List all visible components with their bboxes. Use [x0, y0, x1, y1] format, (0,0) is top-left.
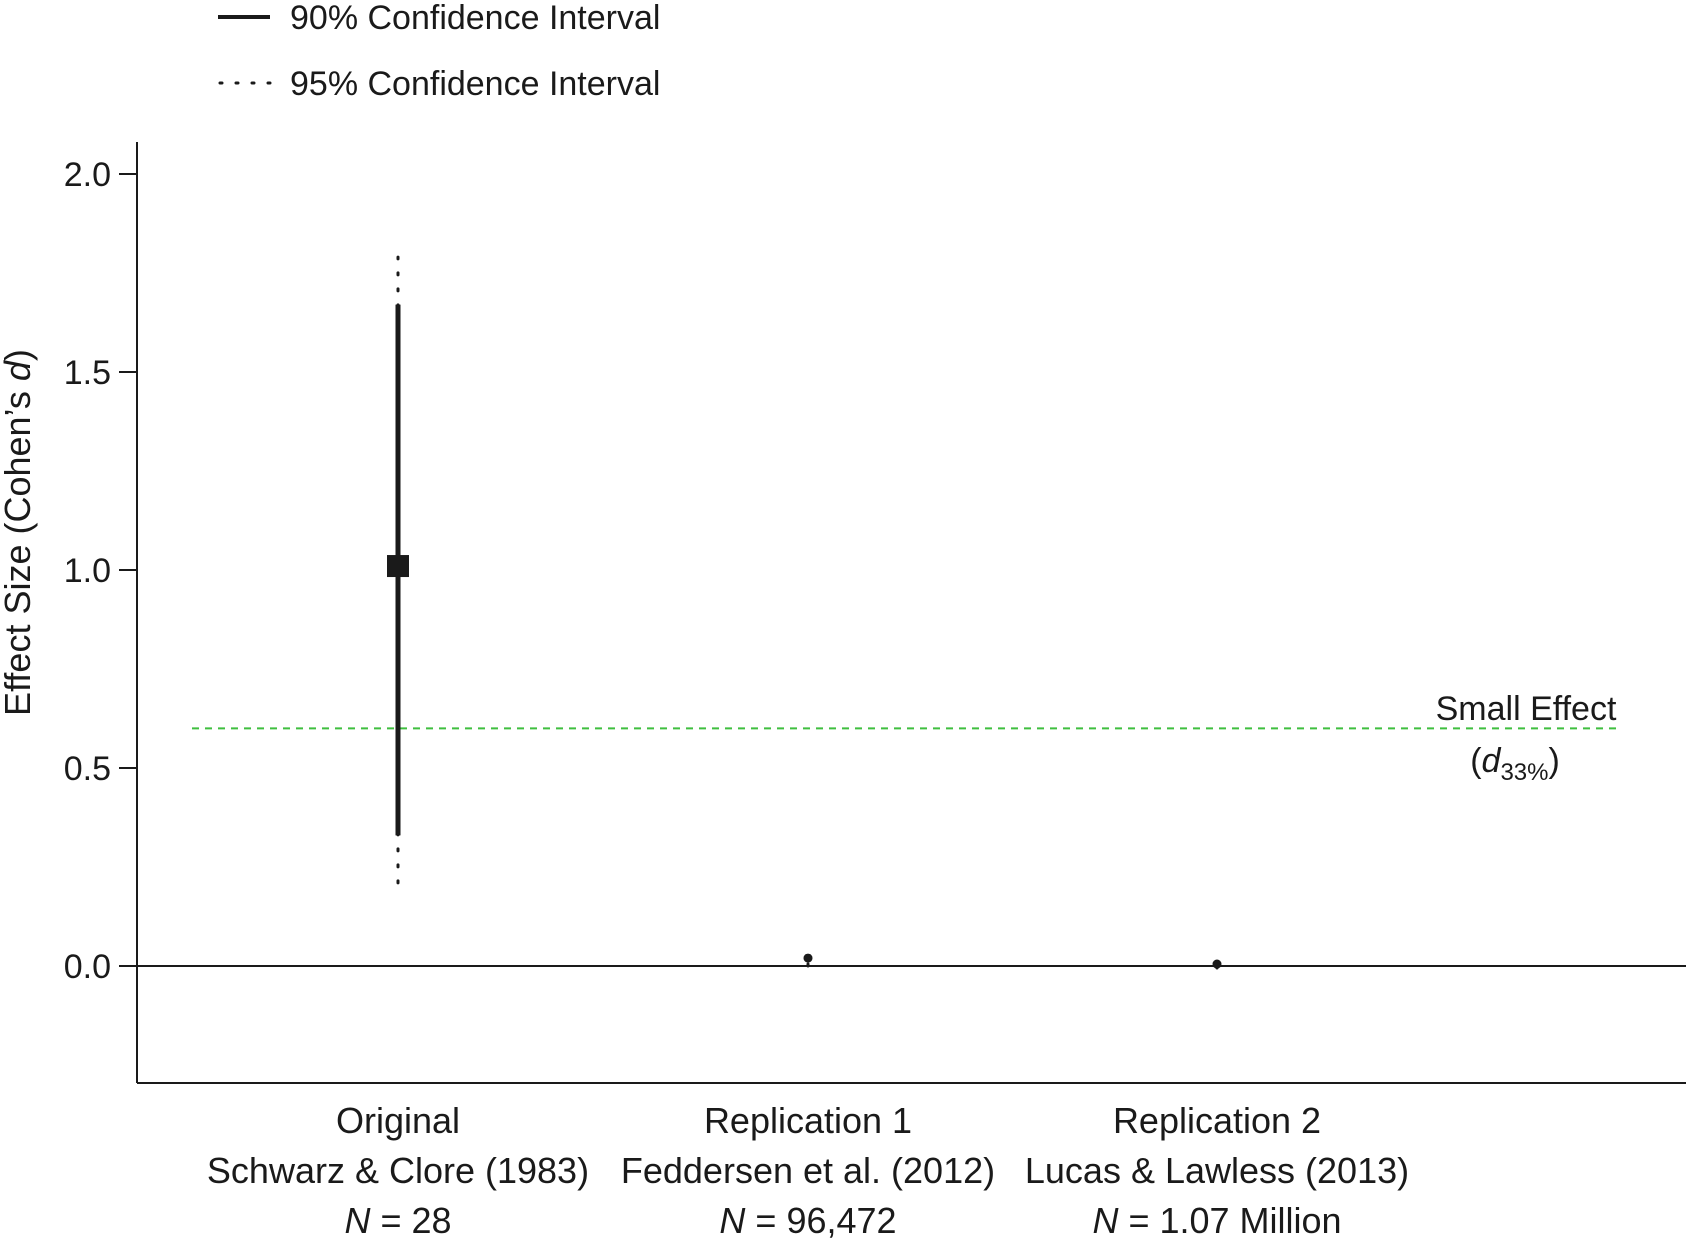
estimate-dot-marker: [803, 953, 813, 963]
x-label-sample-size: N = 96,472: [719, 1200, 896, 1241]
sample-size-value: = 28: [370, 1200, 451, 1241]
study-2: Replication 1 Feddersen et al. (2012) N = …: [621, 948, 995, 1241]
sample-size-symbol: N: [344, 1200, 371, 1241]
estimate-dot-marker: [1212, 959, 1222, 969]
x-label-sample-size: N = 1.07 Million: [1092, 1200, 1341, 1241]
small-effect-sublabel: (d33%): [1470, 742, 1560, 786]
legend-label: 90% Confidence Interval: [290, 0, 660, 37]
y-tick-label: 2.0: [64, 156, 111, 194]
y-tick-label: 0.0: [64, 948, 111, 986]
y-tick-label: 1.5: [64, 354, 111, 392]
sample-size-value: = 1.07 Million: [1118, 1200, 1341, 1241]
x-label-sample-size: N = 28: [344, 1200, 451, 1241]
sample-size-symbol: N: [1092, 1200, 1119, 1241]
small-effect-symbol: d: [1482, 742, 1502, 780]
sample-size-value: = 96,472: [745, 1200, 896, 1241]
study-1: Original Schwarz & Clore (1983) N = 28: [207, 255, 589, 1241]
y-tick-label: 1.0: [64, 552, 111, 590]
y-axis-label: Effect Size (Cohen’s d): [0, 349, 38, 716]
legend: 90% Confidence Interval 95% Confidence In…: [218, 0, 660, 103]
estimate-square-marker: [387, 555, 409, 578]
small-effect-open-paren: (: [1470, 742, 1482, 780]
small-effect-close-paren: ): [1548, 742, 1559, 780]
small-effect-label: Small Effect: [1436, 690, 1617, 728]
small-effect-subscript: 33%: [1500, 759, 1548, 786]
x-label-source: Lucas & Lawless (2013): [1025, 1150, 1409, 1191]
x-label-name: Original: [336, 1100, 460, 1141]
x-label-name: Replication 2: [1113, 1100, 1321, 1141]
y-axis-label-text: Effect Size (Cohen’s: [0, 381, 38, 716]
legend-label: 95% Confidence Interval: [290, 65, 660, 103]
y-axis-label-close: ): [0, 349, 38, 361]
study-3: Replication 2 Lucas & Lawless (2013) N = 1…: [1025, 958, 1409, 1241]
legend-entry-1: 90% Confidence Interval: [218, 0, 660, 37]
sample-size-symbol: N: [719, 1200, 746, 1241]
x-label-name: Replication 1: [704, 1100, 912, 1141]
x-label-source: Feddersen et al. (2012): [621, 1150, 995, 1191]
y-axis-label-symbol: d: [0, 360, 38, 381]
legend-entry-2: 95% Confidence Interval: [218, 65, 660, 103]
y-tick-label: 0.5: [64, 750, 111, 788]
x-label-source: Schwarz & Clore (1983): [207, 1150, 589, 1191]
